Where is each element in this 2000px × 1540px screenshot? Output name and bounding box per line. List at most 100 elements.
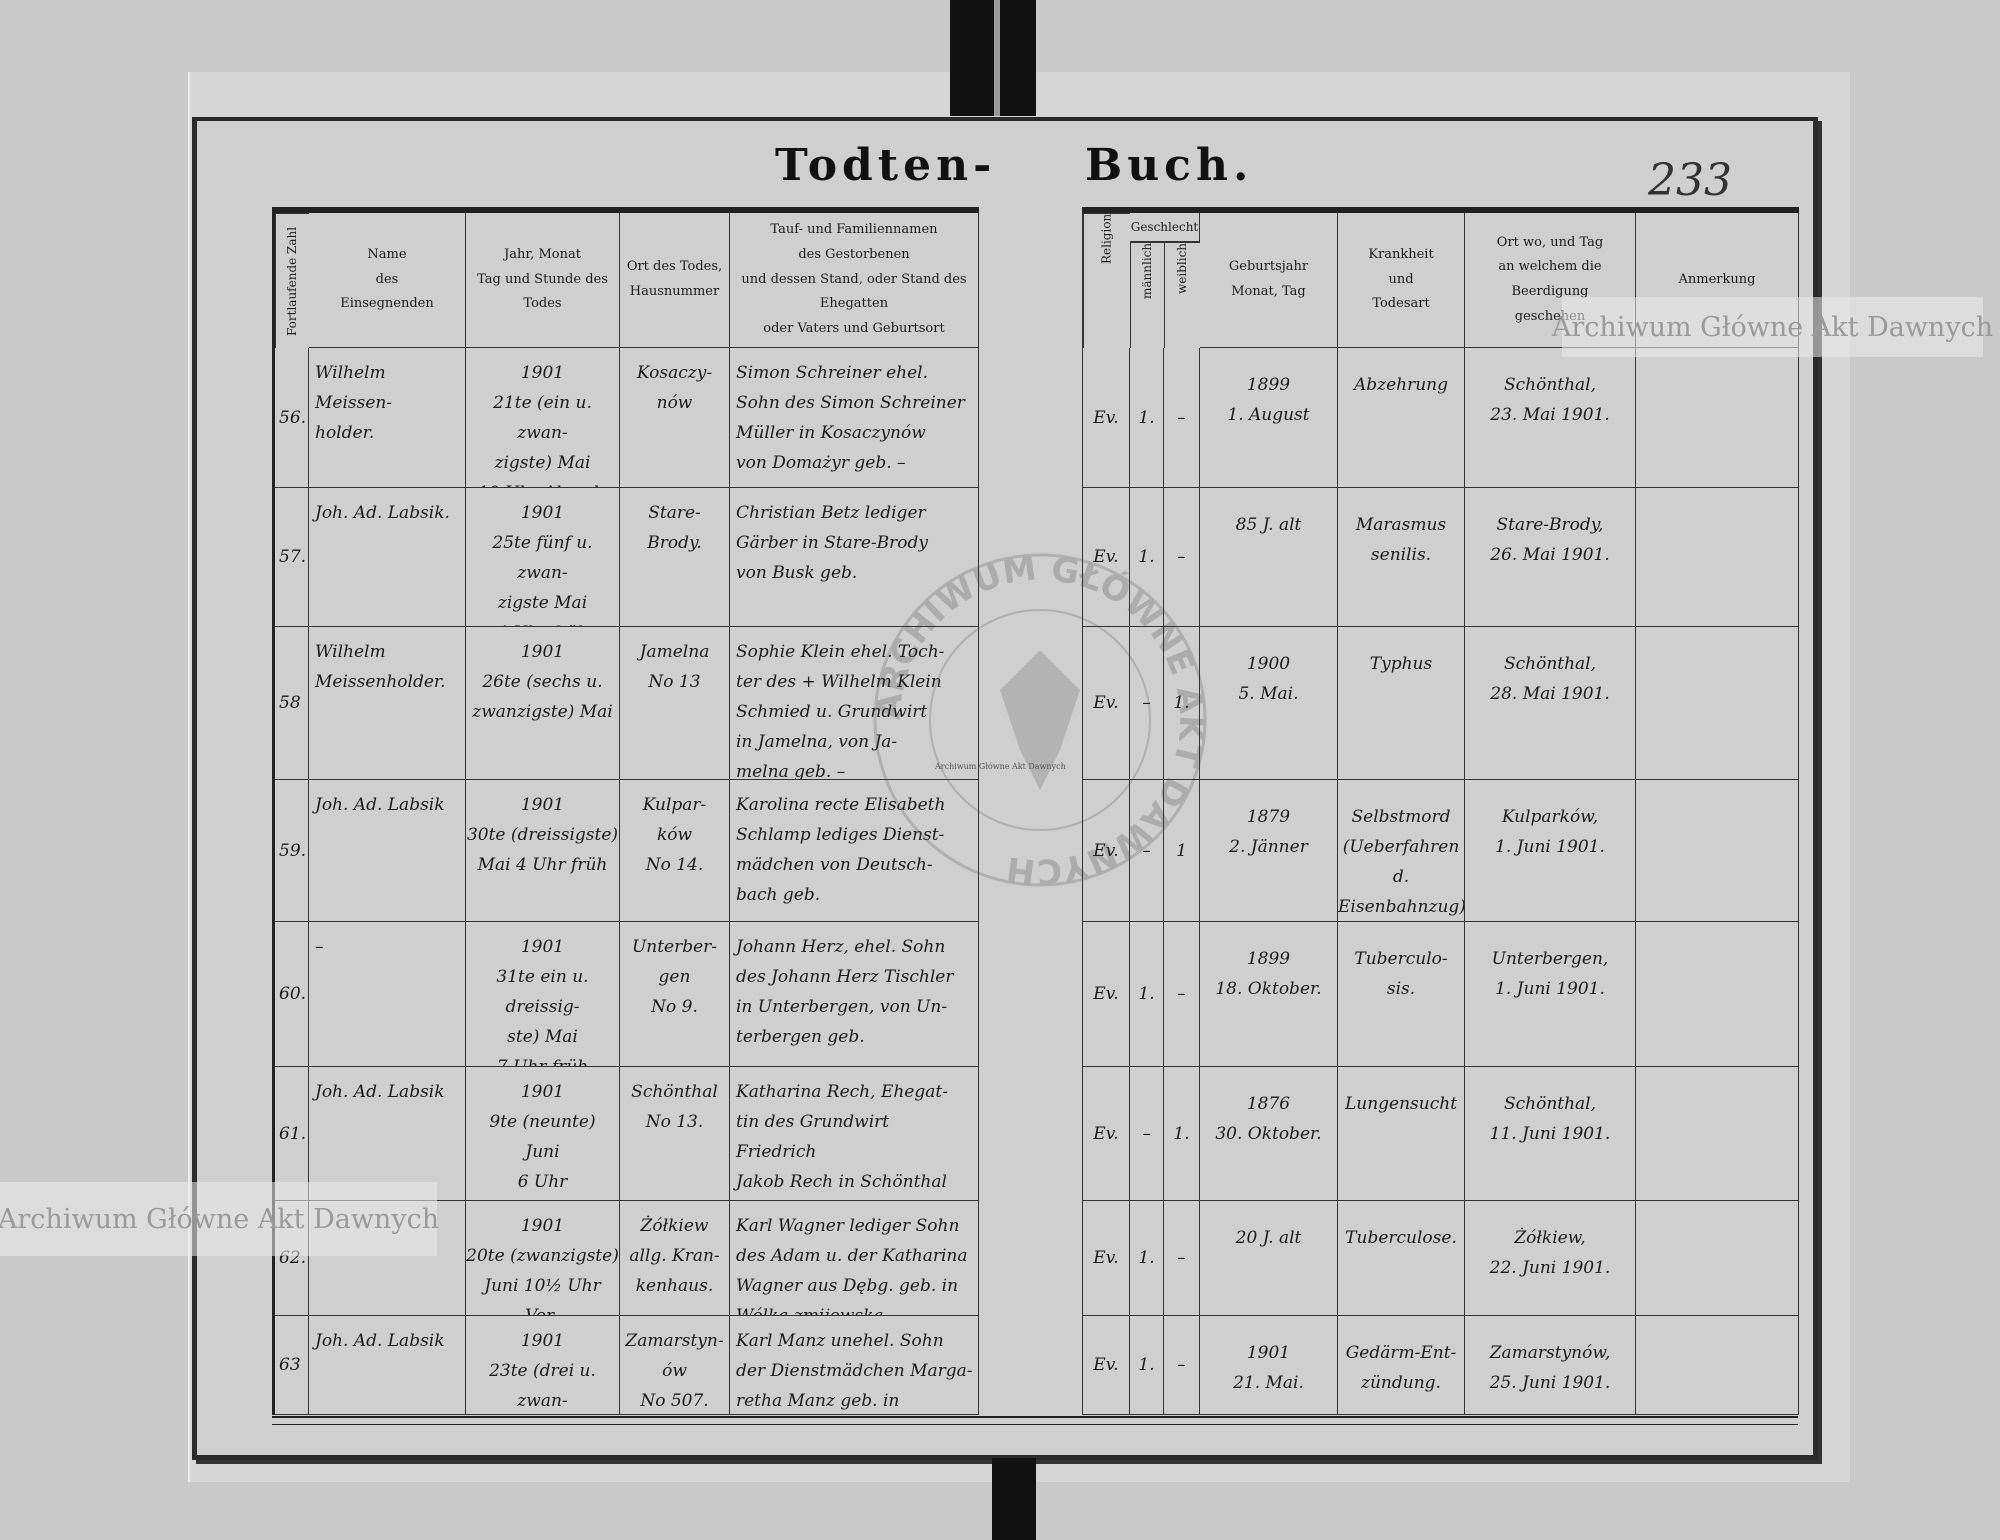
col-maennlich-header: männlich — [1130, 242, 1164, 348]
entry-anmerkung — [1636, 348, 1799, 488]
entry-geburt: 1876 30. Oktober. — [1200, 1067, 1338, 1201]
entry-geburt: 1900 5. Mai. — [1200, 627, 1338, 780]
entry-m: 1. — [1130, 922, 1164, 1067]
entry-einsegnender — [309, 1201, 466, 1316]
entry-todeszeit: 1901 30te (dreissigste) Mai 4 Uhr früh — [466, 780, 620, 922]
entry-w: 1 — [1164, 780, 1200, 922]
entry-anmerkung — [1636, 1067, 1799, 1201]
col-geburt-header: Geburtsjahr Monat, Tag — [1200, 213, 1338, 348]
entry-m: – — [1130, 627, 1164, 780]
entry-ort: Stare- Brody. — [620, 488, 730, 627]
entry-krankheit: Abzehrung — [1338, 348, 1465, 488]
entry-anmerkung — [1636, 1201, 1799, 1316]
entry-krankheit: Marasmus senilis. — [1338, 488, 1465, 627]
entry-beerdigung: Unterbergen, 1. Juni 1901. — [1465, 922, 1636, 1067]
col-krankheit-header: Krankheit und Todesart — [1338, 213, 1465, 348]
entry-religion: Ev. — [1083, 1067, 1130, 1201]
entry-geburt: 1901 21. Mai. — [1200, 1316, 1338, 1415]
entry-ort: Kulpar- ków No 14. — [620, 780, 730, 922]
entry-anmerkung — [1636, 922, 1799, 1067]
col-gestorbener-header: Tauf- und Familiennamen des Gestorbenen … — [730, 213, 979, 348]
entry-gestorbener: Johann Herz, ehel. Sohn des Johann Herz … — [730, 922, 979, 1067]
entry-geburt: 1879 2. Jänner — [1200, 780, 1338, 922]
entry-todeszeit: 1901 26te (sechs u. zwanzigste) Mai — [466, 627, 620, 780]
entry-nr: 60. — [275, 922, 309, 1067]
entry-anmerkung — [1636, 488, 1799, 627]
entry-geburt: 85 J. alt — [1200, 488, 1338, 627]
register-page — [192, 117, 1818, 1460]
entry-w: 1. — [1164, 1067, 1200, 1201]
entry-einsegnender: Joh. Ad. Labsik — [309, 1316, 466, 1415]
entry-m: 1. — [1130, 488, 1164, 627]
col-religion-header: Religion — [1083, 213, 1130, 348]
binding-strip-bottom — [992, 1458, 1036, 1540]
col-ort-header: Ort des Todes, Hausnummer — [620, 213, 730, 348]
entry-gestorbener: Christian Betz lediger Gärber in Stare-B… — [730, 488, 979, 627]
entry-todeszeit: 1901 31te ein u. dreissig- ste) Mai 7 Uh… — [466, 922, 620, 1067]
entry-m: 1. — [1130, 348, 1164, 488]
entry-todeszeit: 1901 20te (zwanzigste) Juni 10½ Uhr Vor-… — [466, 1201, 620, 1316]
entry-anmerkung — [1636, 1316, 1799, 1415]
entry-geburt: 1899 1. August — [1200, 348, 1338, 488]
entry-beerdigung: Zamarstynów, 25. Juni 1901. — [1465, 1316, 1636, 1415]
entry-beerdigung: Stare-Brody, 26. Mai 1901. — [1465, 488, 1636, 627]
binding-strip-top — [950, 0, 1036, 116]
entry-w: – — [1164, 1201, 1200, 1316]
entry-beerdigung: Schönthal, 11. Juni 1901. — [1465, 1067, 1636, 1201]
col-geschlecht-header: Geschlecht — [1130, 213, 1200, 242]
entry-ort: Unterber- gen No 9. — [620, 922, 730, 1067]
entry-krankheit: Tuberculo- sis. — [1338, 922, 1465, 1067]
entry-gestorbener: Karl Wagner lediger Sohn des Adam u. der… — [730, 1201, 979, 1316]
watermark-box-left: Archiwum Główne Akt Dawnych — [0, 1182, 439, 1256]
entry-nr: 59. — [275, 780, 309, 922]
entry-beerdigung: Żółkiew, 22. Juni 1901. — [1465, 1201, 1636, 1316]
entry-m: 1. — [1130, 1316, 1164, 1415]
entry-w: – — [1164, 1316, 1200, 1415]
bottom-rule-thin — [272, 1424, 1798, 1425]
entry-krankheit: Selbstmord (Ueberfahren d. Eisenbahnzug) — [1338, 780, 1465, 922]
entry-einsegnender: Joh. Ad. Labsik — [309, 780, 466, 922]
entry-ort: Zamarstyn- ów No 507. — [620, 1316, 730, 1415]
entry-einsegnender: – — [309, 922, 466, 1067]
bottom-rule — [272, 1416, 1798, 1418]
entry-todeszeit: 1901 23te (drei u. zwan- zigste) Juni 10… — [466, 1316, 620, 1415]
entry-nr: 61. — [275, 1067, 309, 1201]
entry-gestorbener: Sophie Klein ehel. Toch- ter des + Wilhe… — [730, 627, 979, 780]
entry-gestorbener: Katharina Rech, Ehegat- tin des Grundwir… — [730, 1067, 979, 1201]
entry-w: – — [1164, 488, 1200, 627]
col-einsegnender-header: Name des Einsegnenden — [309, 213, 466, 348]
entry-krankheit: Gedärm-Ent- zündung. — [1338, 1316, 1465, 1415]
entry-gestorbener: Karl Manz unehel. Sohn der Dienstmädchen… — [730, 1316, 979, 1415]
entry-nr: 58 — [275, 627, 309, 780]
entry-todeszeit: 1901 25te fünf u. zwan- zigste Mai 4 Uhr… — [466, 488, 620, 627]
entry-w: – — [1164, 922, 1200, 1067]
entry-einsegnender: Wilhelm Meissenholder. — [309, 627, 466, 780]
entry-geburt: 1899 18. Oktober. — [1200, 922, 1338, 1067]
entry-nr: 63 — [275, 1316, 309, 1415]
entry-todeszeit: 1901 9te (neunte) Juni 6 Uhr Nachmittags — [466, 1067, 620, 1201]
entry-m: – — [1130, 1067, 1164, 1201]
entry-gestorbener: Simon Schreiner ehel. Sohn des Simon Sch… — [730, 348, 979, 488]
entry-einsegnender: Wilhelm Meissen- holder. — [309, 348, 466, 488]
right-register-table: Religion männlich weiblich Geburtsjahr Mona… — [1082, 207, 1799, 1415]
entry-ort: Schönthal No 13. — [620, 1067, 730, 1201]
entry-religion: Ev. — [1083, 780, 1130, 922]
entry-beerdigung: Schönthal, 28. Mai 1901. — [1465, 627, 1636, 780]
entry-religion: Ev. — [1083, 922, 1130, 1067]
entry-w: – — [1164, 348, 1200, 488]
archive-stamp-watermark: ARCHIWUM GŁÓWNE AKT DAWNYCH — [869, 548, 1212, 891]
entry-ort: Jamelna No 13 — [620, 627, 730, 780]
entry-beerdigung: Schönthal, 23. Mai 1901. — [1465, 348, 1636, 488]
watermark-small: Archiwum Główne Akt Dawnych — [935, 762, 1066, 771]
entry-religion: Ev. — [1083, 1201, 1130, 1316]
title-left: Todten- — [775, 140, 997, 191]
entry-ort: Kosaczy- nów — [620, 348, 730, 488]
entry-krankheit: Tuberculose. — [1338, 1201, 1465, 1316]
entry-m: – — [1130, 780, 1164, 922]
watermark-box-right: Archiwum Główne Akt Dawnych — [1552, 297, 1993, 357]
entry-einsegnender: Joh. Ad. Labsik. — [309, 488, 466, 627]
entry-religion: Ev. — [1083, 1316, 1130, 1415]
entry-anmerkung — [1636, 780, 1799, 922]
col-todeszeit-header: Jahr, Monat Tag und Stunde des Todes — [466, 213, 620, 348]
entry-religion: Ev. — [1083, 627, 1130, 780]
